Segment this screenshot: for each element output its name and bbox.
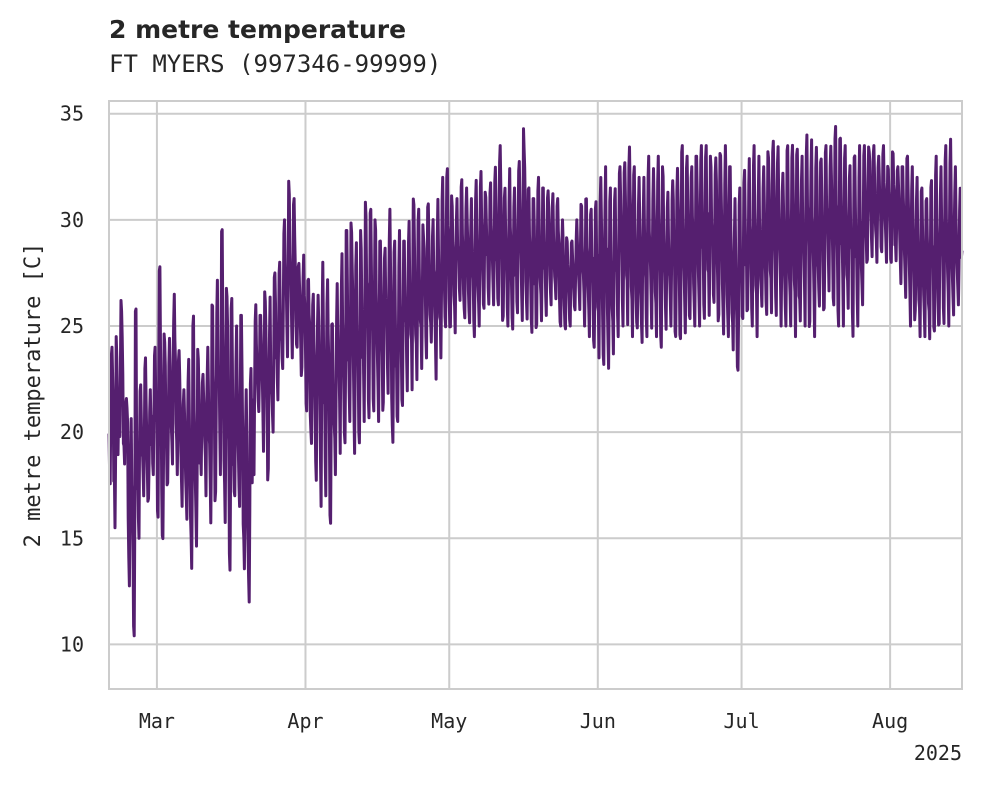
x-year-label: 2025 [914, 741, 962, 765]
y-tick-label: 15 [60, 526, 84, 550]
chart-subtitle: FT MYERS (997346-99999) [109, 50, 442, 78]
y-tick-label: 10 [60, 632, 84, 656]
y-tick-label: 30 [60, 208, 84, 232]
x-tick-label: May [431, 709, 467, 733]
plot-frame [108, 100, 963, 690]
x-tick-label: Aug [872, 709, 908, 733]
y-axis-label: 2 metre temperature [C] [21, 243, 46, 548]
y-tick-label: 25 [60, 314, 84, 338]
y-tick-label: 20 [60, 420, 84, 444]
x-tick-label: Apr [287, 709, 323, 733]
chart-title: 2 metre temperature [109, 15, 407, 44]
x-axis-ticks: Mar Apr May Jun Jul Aug [139, 709, 908, 733]
x-tick-label: Jul [723, 709, 759, 733]
temperature-series-line [107, 125, 964, 638]
x-tick-label: Mar [139, 709, 175, 733]
x-tick-label: Jun [580, 709, 616, 733]
y-tick-label: 35 [60, 102, 84, 126]
plot-area [107, 125, 964, 638]
y-axis-ticks: 10 15 20 25 30 35 [60, 102, 84, 657]
